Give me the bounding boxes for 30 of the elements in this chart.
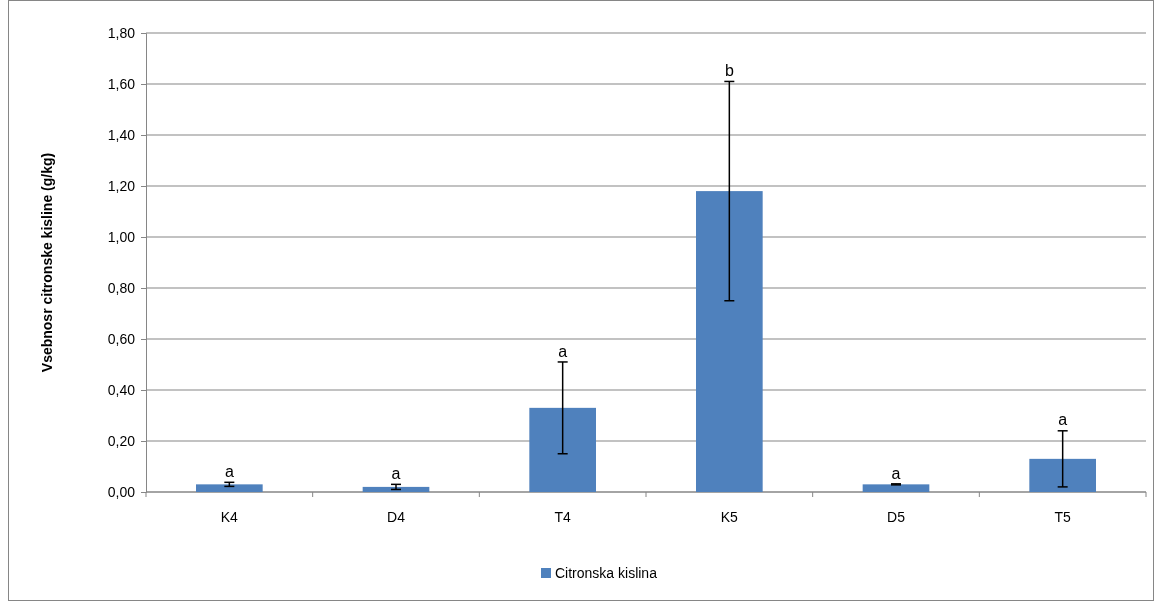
bar: [1029, 458, 1096, 492]
y-tick-label: 0,20: [107, 432, 136, 449]
annotation: a: [391, 465, 401, 483]
x-tick-label: D5: [887, 508, 906, 525]
bar: [696, 191, 763, 492]
y-tick-label: 0,80: [107, 279, 136, 296]
x-tick-label: T4: [554, 508, 572, 525]
bar: [196, 484, 263, 492]
annotation: a: [891, 464, 901, 482]
y-axis-title: Vsebnosr citronske kisline (g/kg): [39, 152, 55, 373]
bar: [362, 486, 430, 492]
y-tick-label: 0,40: [107, 381, 136, 398]
y-tick-label: 1,40: [107, 126, 136, 143]
x-tick-label: K5: [720, 508, 739, 525]
x-tick-label: T5: [1054, 508, 1072, 525]
x-tick-label: D4: [387, 508, 406, 525]
annotation: a: [558, 342, 568, 360]
annotation: b: [724, 62, 734, 80]
y-tick-label: 0,60: [107, 330, 136, 347]
y-tick-label: 1,60: [107, 75, 136, 92]
y-tick-label: 1,80: [107, 24, 136, 41]
y-tick-label: 0,00: [107, 483, 136, 500]
annotation: a: [224, 463, 234, 481]
annotation: a: [1058, 411, 1068, 429]
x-tick-label: K4: [220, 508, 239, 525]
y-tick-label: 1,20: [107, 177, 136, 194]
bar: [862, 484, 930, 492]
bar: [529, 407, 596, 492]
y-tick-label: 1,00: [107, 228, 136, 245]
legend-label: Citronska kislina: [555, 565, 658, 581]
